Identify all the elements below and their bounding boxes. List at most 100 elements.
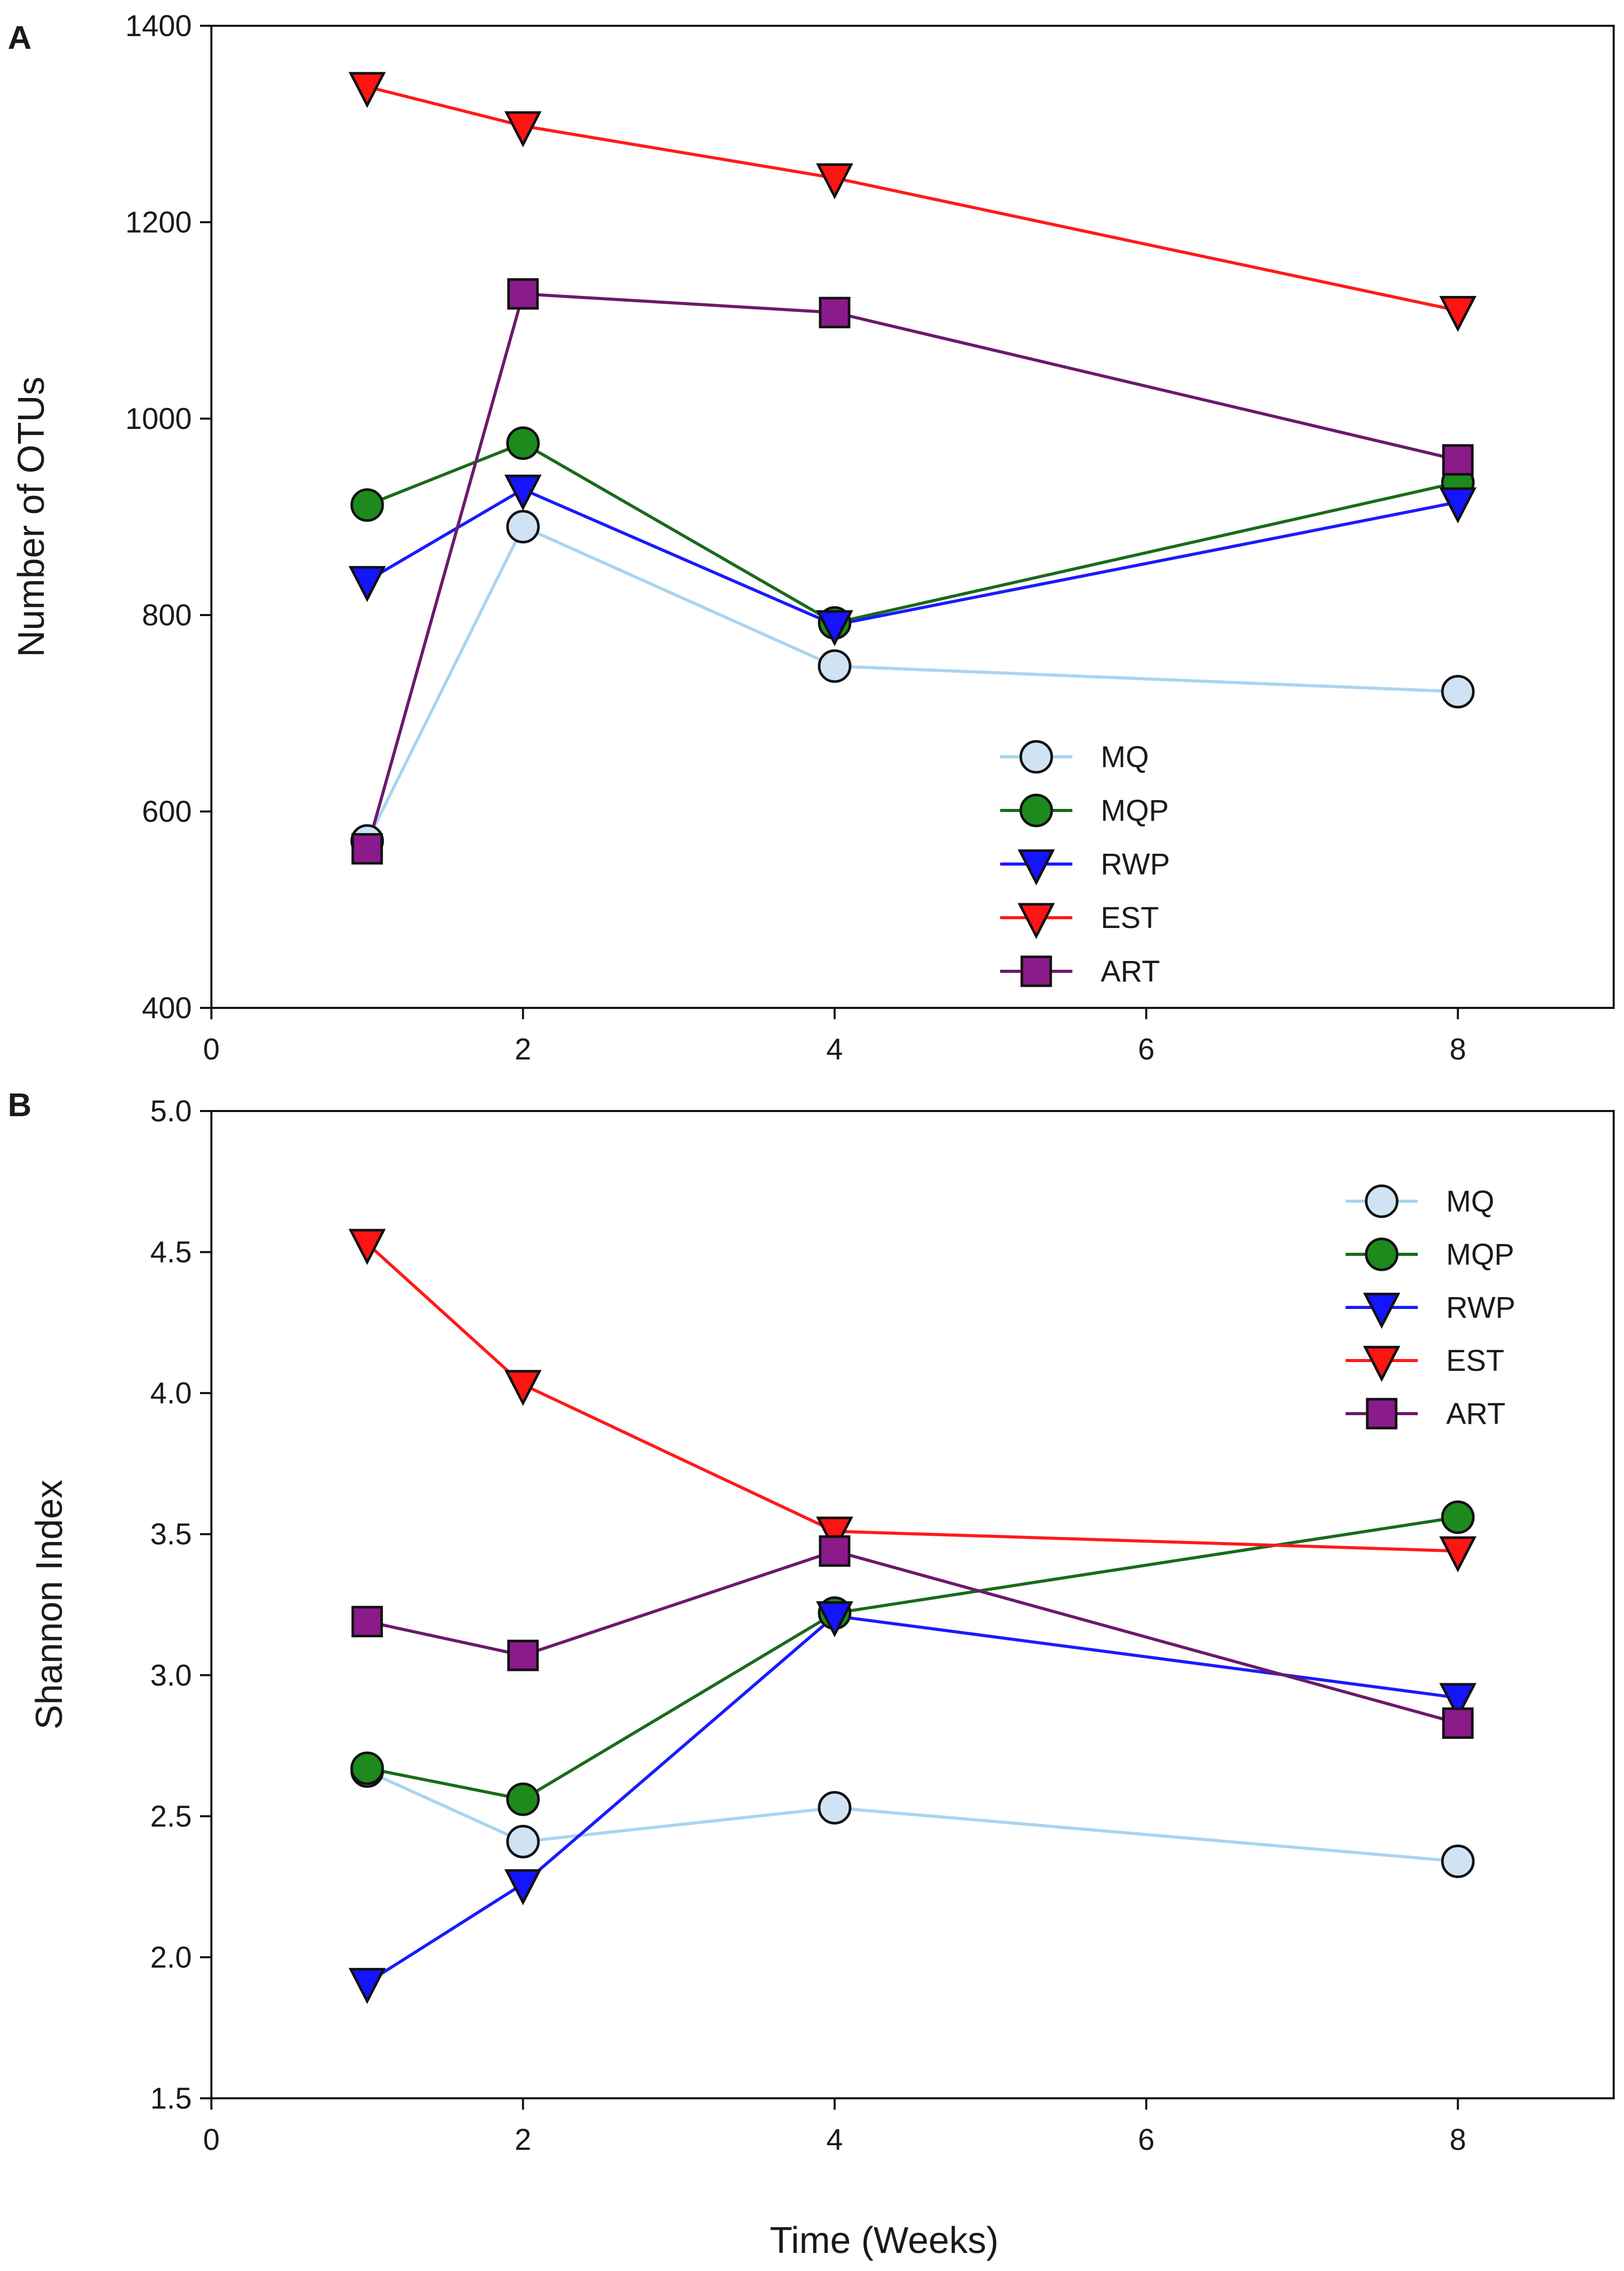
panel-label: A: [8, 19, 31, 56]
y-tick-label: 1000: [125, 402, 192, 436]
series-line-est: [366, 1242, 1458, 1553]
data-point-rwp: [816, 1601, 853, 1637]
legend-marker-mqp: [1365, 1237, 1399, 1271]
data-point-rwp: [1439, 1683, 1477, 1719]
x-tick-label: 4: [826, 1033, 843, 1066]
legend-label-rwp: RWP: [1446, 1291, 1515, 1324]
legend-label-mqp: MQP: [1446, 1238, 1514, 1271]
data-point-est: [816, 163, 853, 200]
data-point-rwp: [816, 610, 853, 647]
series-line-rwp: [366, 1614, 1459, 1984]
data-point-rwp: [349, 1968, 386, 2004]
data-point-mqp: [506, 426, 540, 460]
chart-panel-a: A 400 600 800 1000 1200 1400 0 2 4 6 8 Number of OTU…: [8, 9, 1615, 1066]
y-tick-label: 2.0: [150, 1941, 192, 1974]
legend-label-rwp: RWP: [1101, 848, 1170, 881]
data-point-art: [351, 833, 383, 865]
x-tick-label: 0: [203, 2123, 220, 2157]
data-point-art: [819, 296, 851, 328]
legend-label-est: EST: [1446, 1344, 1504, 1378]
data-point-est: [349, 1229, 386, 1265]
figure-x-axis-label: Time (Weeks): [770, 2220, 999, 2261]
legend: MQ MQP RWP EST ART: [1000, 740, 1170, 988]
x-tick-label: 0: [203, 1033, 220, 1066]
x-tick-label: 2: [515, 2123, 531, 2157]
data-point-art: [351, 1605, 383, 1637]
data-point-mqp: [506, 1782, 540, 1816]
data-point-est: [504, 1370, 542, 1406]
legend-label-art: ART: [1101, 955, 1160, 988]
y-axis-label: Shannon Index: [29, 1480, 70, 1729]
data-point-art: [1442, 444, 1474, 476]
series-line-mqp: [367, 1515, 1459, 1801]
data-point-mq: [506, 1825, 540, 1859]
y-tick-label: 4.5: [150, 1236, 192, 1269]
data-point-art: [819, 1535, 851, 1567]
y-tick-label: 3.0: [150, 1659, 192, 1692]
y-tick-label: 4.0: [150, 1377, 192, 1410]
x-tick-label: 4: [826, 2123, 843, 2157]
data-point-mq: [506, 510, 540, 544]
data-point-art: [507, 1639, 539, 1671]
data-point-rwp: [504, 1869, 542, 1905]
data-point-mqp: [350, 488, 384, 522]
data-point-est: [816, 1516, 853, 1553]
legend-marker-est: [1017, 903, 1055, 939]
y-tick-label: 1.5: [150, 2082, 192, 2115]
data-point-est: [349, 72, 386, 108]
data-point-est: [504, 111, 542, 147]
data-point-mq: [818, 1791, 852, 1825]
legend-marker-mq: [1019, 740, 1053, 774]
data-point-art: [1442, 1707, 1474, 1739]
data-point-est: [1439, 295, 1477, 332]
data-point-mqp: [350, 1751, 384, 1785]
legend-label-mq: MQ: [1101, 740, 1149, 774]
y-tick-label: 600: [142, 795, 192, 828]
series-line-art: [366, 292, 1459, 850]
y-tick-label: 2.5: [150, 1800, 192, 1833]
x-tick-label: 8: [1450, 2123, 1466, 2157]
data-point-mqp: [1441, 1500, 1475, 1534]
series-line-art: [367, 1549, 1459, 1725]
y-tick-label: 1200: [125, 206, 192, 239]
series-line-mq: [366, 1769, 1459, 1863]
y-tick-label: 5.0: [150, 1095, 192, 1128]
plot-frame: [210, 1110, 1615, 2099]
legend-marker-est: [1363, 1346, 1401, 1382]
chart-panel-b: B 1.5 2.0 2.5 3.0 3.5 4.0 4.5 5.0 0 2 4 6 8 Shannon In…: [8, 1086, 1615, 2157]
series-line-mq: [366, 525, 1458, 842]
plot-frame: [210, 25, 1615, 1009]
panel-label: B: [8, 1086, 31, 1123]
series-line-rwp: [366, 488, 1459, 627]
y-tick-label: 1400: [125, 9, 192, 43]
y-tick-label: 400: [142, 991, 192, 1025]
legend-label-art: ART: [1446, 1397, 1505, 1431]
legend-marker-mqp: [1019, 793, 1053, 827]
legend-marker-art: [1020, 955, 1052, 987]
x-tick-label: 6: [1138, 2123, 1154, 2157]
legend-marker-rwp: [1017, 849, 1055, 886]
series-line-mqp: [367, 441, 1459, 625]
x-tick-label: 6: [1138, 1033, 1154, 1066]
legend-label-mqp: MQP: [1101, 794, 1169, 827]
data-point-rwp: [349, 566, 386, 602]
data-point-mq: [818, 649, 852, 683]
x-tick-label: 8: [1450, 1033, 1466, 1066]
y-axis-label: Number of OTUs: [11, 376, 52, 657]
series-line-est: [367, 85, 1459, 312]
data-point-mq: [1441, 1844, 1475, 1878]
y-tick-label: 3.5: [150, 1518, 192, 1551]
y-tick-label: 800: [142, 599, 192, 632]
data-point-art: [507, 278, 539, 310]
data-point-rwp: [1439, 487, 1477, 524]
legend-label-mq: MQ: [1446, 1185, 1494, 1218]
data-point-rwp: [504, 474, 542, 511]
data-point-est: [1439, 1536, 1477, 1572]
legend: MQ MQP RWP EST ART: [1346, 1184, 1515, 1431]
legend-marker-mq: [1365, 1184, 1399, 1218]
legend-label-est: EST: [1101, 901, 1159, 935]
x-tick-label: 2: [515, 1033, 531, 1066]
legend-marker-art: [1366, 1398, 1398, 1430]
